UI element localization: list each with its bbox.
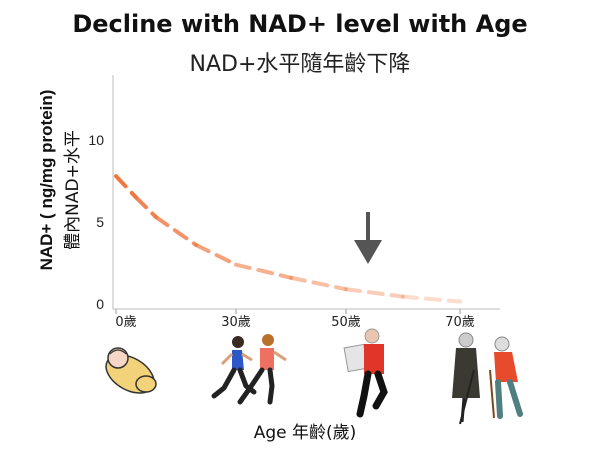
baby-icon [105,347,157,394]
series-line-segment [154,215,198,247]
elderly-couple-icon [452,332,523,425]
x-tick-label: 70歲 [445,315,475,330]
y-tick-label: 0 [96,296,104,312]
y-axis-label: NAD+ ( ng/mg protein) [37,90,56,271]
x-ticks: 0歲 30歲 50歲 70歲 [115,309,475,330]
chart-title: Decline with NAD+ level with Age [72,10,528,38]
series-line-segment [344,287,405,299]
downward-arrow-icon [354,212,382,264]
series-line-segment [401,294,462,304]
x-axis-label: Age 年齡(歲) [254,423,357,443]
series-line-segment [114,174,138,200]
runners-icon [211,334,287,405]
y-tick-label: 10 [88,132,104,148]
series-line-segment [194,242,238,267]
y-ticks: 0 5 10 [88,132,104,312]
x-tick-label: 50歲 [331,315,361,330]
series-layer [114,174,462,304]
y-axis-label-zh: 體內NAD+水平 [63,130,83,250]
series-line-segment [134,195,158,220]
series-line-segment [234,262,293,280]
chart-subtitle: NAD+水平隨年齡下降 [189,52,411,77]
x-tick-label: 30歲 [221,315,251,330]
x-tick-label: 0歲 [115,315,136,330]
y-tick-label: 5 [96,214,104,230]
series-line-segment [289,275,348,292]
elderly-man-icon [343,328,388,418]
